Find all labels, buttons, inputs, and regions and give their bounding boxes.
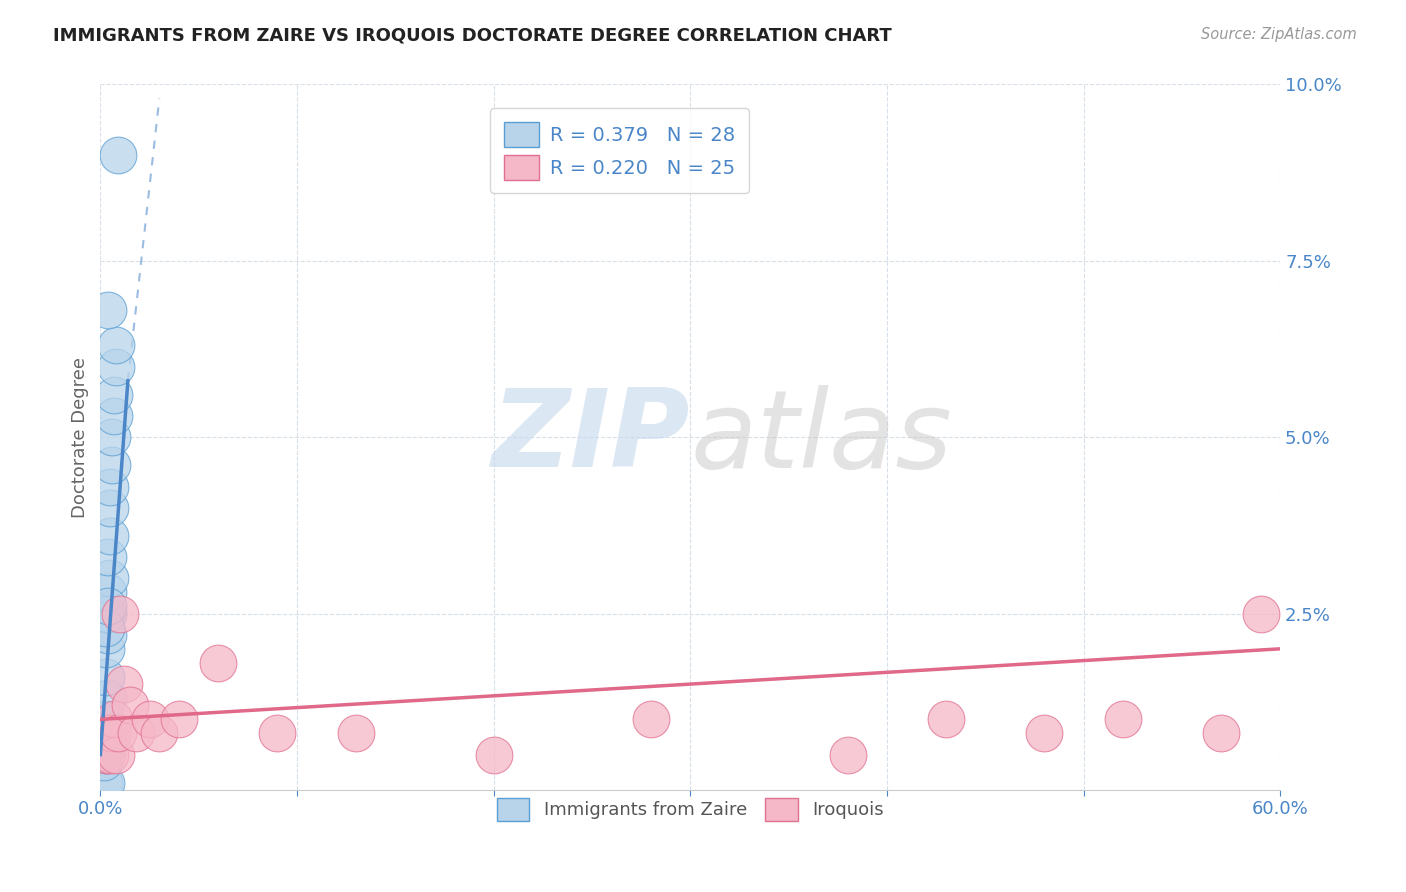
Point	[107, 726, 129, 740]
Point	[98, 747, 121, 762]
Point	[96, 712, 118, 726]
Point	[97, 599, 120, 614]
Y-axis label: Doctorate Degree: Doctorate Degree	[72, 357, 89, 517]
Point	[148, 726, 170, 740]
Point	[105, 338, 128, 352]
Legend: Immigrants from Zaire, Iroquois: Immigrants from Zaire, Iroquois	[484, 785, 896, 834]
Point	[837, 747, 859, 762]
Text: ZIP: ZIP	[492, 384, 690, 491]
Point	[96, 747, 118, 762]
Text: Source: ZipAtlas.com: Source: ZipAtlas.com	[1201, 27, 1357, 42]
Point	[1250, 607, 1272, 621]
Point	[96, 776, 118, 790]
Point	[97, 691, 120, 706]
Point	[97, 628, 120, 642]
Point	[105, 747, 128, 762]
Point	[107, 148, 129, 162]
Point	[1211, 726, 1233, 740]
Point	[103, 388, 125, 402]
Point	[97, 303, 120, 318]
Point	[344, 726, 367, 740]
Point	[138, 712, 160, 726]
Point	[98, 529, 121, 543]
Point	[98, 479, 121, 493]
Point	[96, 747, 118, 762]
Point	[97, 550, 120, 565]
Point	[93, 776, 115, 790]
Point	[96, 670, 118, 684]
Point	[207, 656, 229, 670]
Point	[103, 409, 125, 423]
Point	[1112, 712, 1135, 726]
Point	[101, 430, 124, 444]
Point	[98, 500, 121, 515]
Point	[98, 571, 121, 585]
Point	[1033, 726, 1056, 740]
Point	[96, 607, 118, 621]
Point	[101, 726, 124, 740]
Point	[167, 712, 190, 726]
Point	[97, 585, 120, 599]
Point	[118, 698, 141, 713]
Point	[105, 359, 128, 374]
Text: IMMIGRANTS FROM ZAIRE VS IROQUOIS DOCTORATE DEGREE CORRELATION CHART: IMMIGRANTS FROM ZAIRE VS IROQUOIS DOCTOR…	[53, 27, 893, 45]
Point	[96, 641, 118, 656]
Point	[482, 747, 505, 762]
Point	[93, 726, 115, 740]
Point	[103, 712, 125, 726]
Point	[96, 621, 118, 635]
Point	[97, 726, 120, 740]
Point	[108, 607, 131, 621]
Point	[112, 677, 135, 691]
Point	[640, 712, 662, 726]
Point	[266, 726, 288, 740]
Point	[93, 755, 115, 769]
Point	[97, 607, 120, 621]
Point	[101, 458, 124, 473]
Point	[125, 726, 148, 740]
Text: atlas: atlas	[690, 384, 952, 490]
Point	[935, 712, 957, 726]
